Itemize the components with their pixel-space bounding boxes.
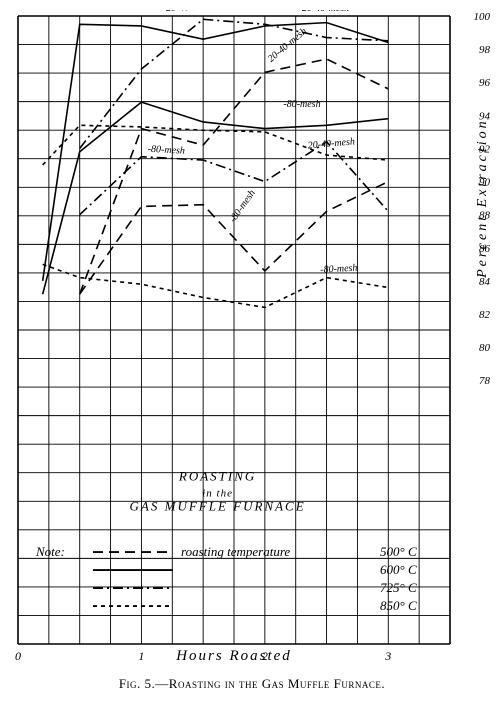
series-label: 20-40-mesh — [266, 26, 309, 65]
legend-title: GAS MUFFLE FURNACE — [130, 499, 306, 514]
series-label: -80-mesh — [320, 263, 358, 276]
legend-temp: 500° C — [380, 544, 417, 559]
svg-text:Hours Roasted: Hours Roasted — [175, 648, 292, 664]
svg-text:100: 100 — [474, 11, 491, 23]
series-line — [43, 23, 389, 281]
svg-text:80: 80 — [479, 342, 491, 354]
series-label: 20-40-mesh — [307, 136, 355, 151]
legend-temp: 600° C — [380, 562, 417, 577]
svg-text:96: 96 — [479, 77, 491, 89]
legend-title: ROASTING — [178, 469, 256, 484]
series-label: -80-mesh — [283, 99, 320, 110]
legend-temp: 725° C — [380, 580, 417, 595]
legend-note: Note: — [35, 544, 65, 559]
svg-text:78: 78 — [479, 375, 491, 387]
svg-text:Percent Extraction: Percent Extraction — [475, 118, 490, 279]
series-label: -80-mesh — [227, 188, 257, 225]
svg-text:1: 1 — [138, 649, 144, 663]
svg-text:0: 0 — [15, 649, 21, 663]
series-label: 20-40-mesh — [166, 10, 214, 14]
series-label: -80-mesh — [147, 144, 185, 157]
legend-temp: 850° C — [380, 598, 417, 613]
chart-svg: 7880828486889092949698100Percent Extract… — [10, 10, 494, 670]
svg-text:82: 82 — [479, 309, 491, 321]
chart-container: 7880828486889092949698100Percent Extract… — [10, 10, 494, 670]
legend-note-text: roasting temperature — [181, 544, 290, 559]
svg-text:3: 3 — [384, 649, 391, 663]
figure-caption: Fig. 5.—Roasting in the Gas Muffle Furna… — [10, 676, 494, 692]
series-label: 20-40-mesh — [302, 10, 349, 14]
svg-text:98: 98 — [479, 44, 491, 56]
